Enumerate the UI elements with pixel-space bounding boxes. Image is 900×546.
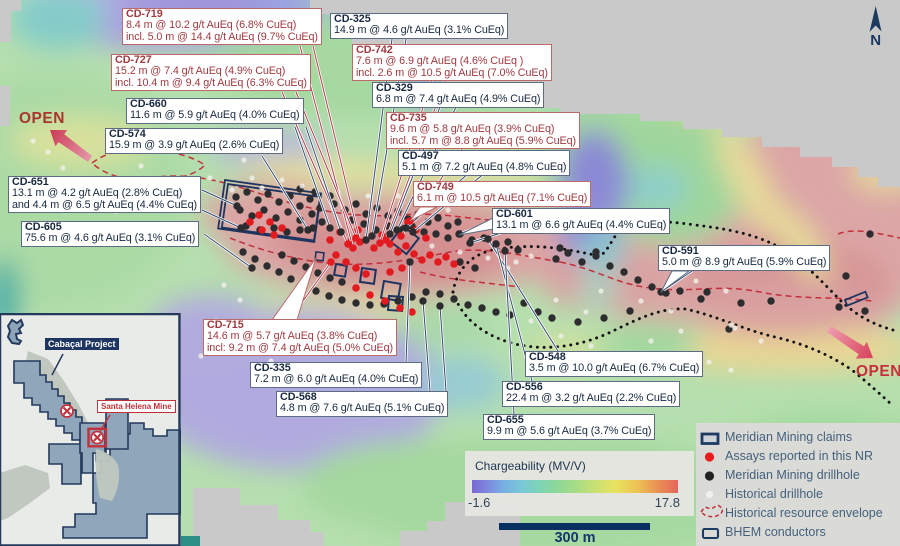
svg-text:N: N [870, 32, 881, 49]
